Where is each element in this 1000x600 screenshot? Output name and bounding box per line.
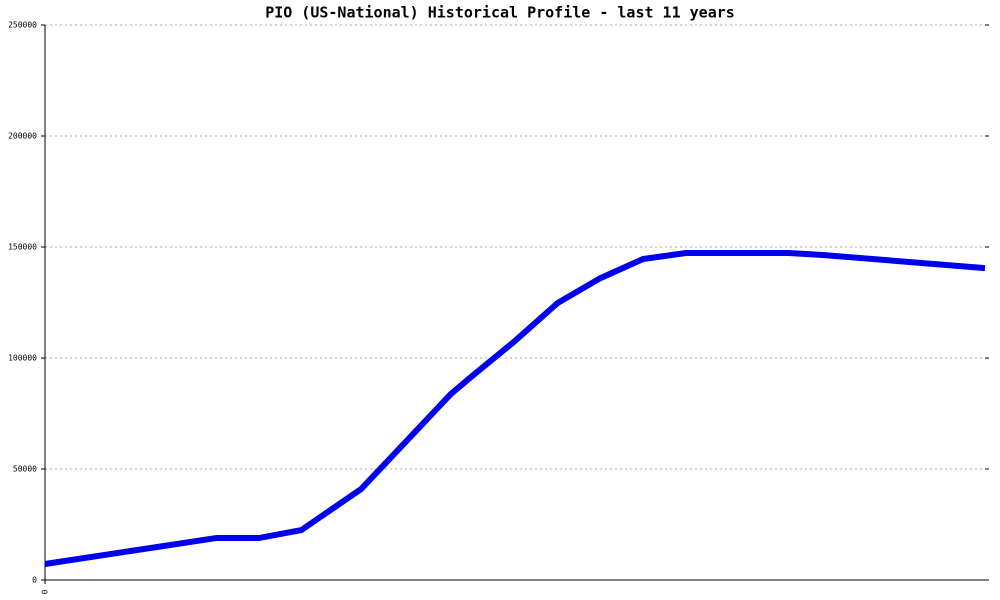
line	[44, 249, 986, 567]
x-tick-label: 0	[41, 589, 50, 594]
y-tick-label: 200000	[8, 132, 37, 141]
y-tick-label: 150000	[8, 243, 37, 252]
y-tick-label: 0	[32, 576, 37, 585]
y-tick-label: 50000	[13, 465, 37, 474]
y-tick-label: 250000	[8, 21, 37, 30]
chart-title: PIO (US-National) Historical Profile - l…	[265, 4, 735, 22]
y-tick-label: 100000	[8, 354, 37, 363]
